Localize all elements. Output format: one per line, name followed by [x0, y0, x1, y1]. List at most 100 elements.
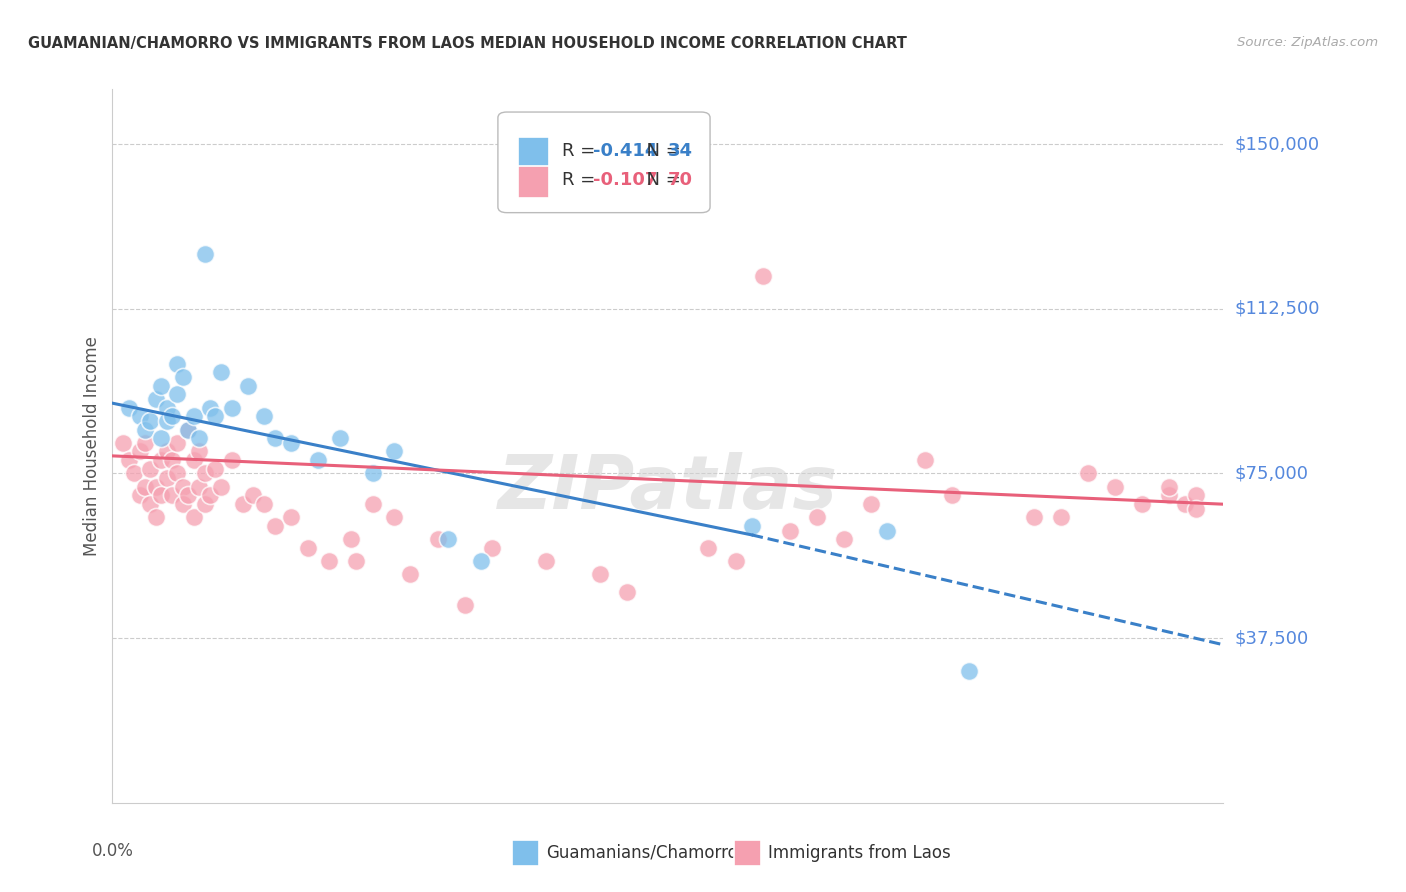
Point	[1185, 501, 1208, 516]
Point	[957, 664, 980, 678]
Point	[160, 409, 183, 424]
Text: GUAMANIAN/CHAMORRO VS IMMIGRANTS FROM LAOS MEDIAN HOUSEHOLD INCOME CORRELATION C: GUAMANIAN/CHAMORRO VS IMMIGRANTS FROM LA…	[28, 36, 907, 51]
Point	[150, 488, 173, 502]
Point	[741, 519, 763, 533]
Point	[697, 541, 720, 555]
Point	[139, 414, 162, 428]
Point	[1104, 480, 1126, 494]
Point	[242, 488, 264, 502]
Point	[481, 541, 503, 555]
Point	[156, 401, 179, 415]
Point	[183, 453, 205, 467]
Point	[166, 467, 188, 481]
Point	[779, 524, 801, 538]
Point	[1130, 497, 1153, 511]
Point	[122, 467, 145, 481]
Point	[134, 480, 156, 494]
Point	[160, 488, 183, 502]
Point	[437, 533, 460, 547]
Point	[382, 444, 405, 458]
Point	[156, 444, 179, 458]
Text: N =: N =	[634, 142, 686, 161]
Point	[264, 431, 287, 445]
Point	[183, 510, 205, 524]
Bar	[734, 840, 761, 865]
Point	[145, 480, 167, 494]
Point	[280, 435, 302, 450]
Point	[1157, 480, 1180, 494]
Bar	[517, 137, 548, 169]
Point	[194, 497, 217, 511]
Point	[399, 567, 422, 582]
Text: Source: ZipAtlas.com: Source: ZipAtlas.com	[1237, 36, 1378, 49]
Point	[361, 467, 384, 481]
Point	[118, 401, 141, 415]
Point	[860, 497, 883, 511]
Point	[160, 453, 183, 467]
Point	[534, 554, 557, 568]
Text: $37,500: $37,500	[1234, 629, 1309, 647]
Text: R =: R =	[562, 171, 602, 189]
Point	[177, 488, 200, 502]
Point	[188, 480, 211, 494]
Point	[188, 444, 211, 458]
Text: Immigrants from Laos: Immigrants from Laos	[768, 844, 950, 862]
Point	[1185, 488, 1208, 502]
Point	[806, 510, 828, 524]
Point	[382, 510, 405, 524]
Point	[209, 366, 232, 380]
Text: -0.107: -0.107	[593, 171, 658, 189]
Point	[1174, 497, 1197, 511]
Point	[172, 497, 194, 511]
Point	[198, 488, 221, 502]
Point	[150, 378, 173, 392]
Point	[318, 554, 340, 568]
Text: $75,000: $75,000	[1234, 465, 1309, 483]
Point	[914, 453, 936, 467]
Point	[204, 462, 226, 476]
Point	[297, 541, 319, 555]
Text: -0.414: -0.414	[593, 142, 658, 161]
Point	[616, 585, 638, 599]
Point	[150, 431, 173, 445]
FancyBboxPatch shape	[498, 112, 710, 212]
Point	[1077, 467, 1099, 481]
Point	[329, 431, 352, 445]
Text: 0.0%: 0.0%	[91, 842, 134, 860]
Point	[166, 435, 188, 450]
Point	[236, 378, 259, 392]
Point	[172, 480, 194, 494]
Point	[751, 268, 773, 283]
Point	[340, 533, 363, 547]
Point	[166, 357, 188, 371]
Point	[128, 409, 150, 424]
Point	[188, 431, 211, 445]
Text: Guamanians/Chamorros: Guamanians/Chamorros	[546, 844, 747, 862]
Point	[453, 598, 475, 612]
Point	[183, 409, 205, 424]
Point	[470, 554, 492, 568]
Point	[221, 401, 243, 415]
Text: $150,000: $150,000	[1234, 135, 1319, 153]
Point	[166, 387, 188, 401]
Point	[941, 488, 963, 502]
Point	[253, 497, 276, 511]
Point	[128, 444, 150, 458]
Point	[139, 497, 162, 511]
Point	[198, 401, 221, 415]
Point	[344, 554, 367, 568]
Point	[264, 519, 287, 533]
Text: 34: 34	[668, 142, 693, 161]
Point	[145, 510, 167, 524]
Bar	[517, 166, 548, 198]
Text: ZIPatlas: ZIPatlas	[498, 452, 838, 525]
Text: $112,500: $112,500	[1234, 300, 1320, 318]
Point	[150, 453, 173, 467]
Bar	[512, 840, 538, 865]
Point	[589, 567, 612, 582]
Point	[1049, 510, 1071, 524]
Text: R =: R =	[562, 142, 602, 161]
Point	[112, 435, 135, 450]
Text: N =: N =	[634, 171, 686, 189]
Point	[307, 453, 329, 467]
